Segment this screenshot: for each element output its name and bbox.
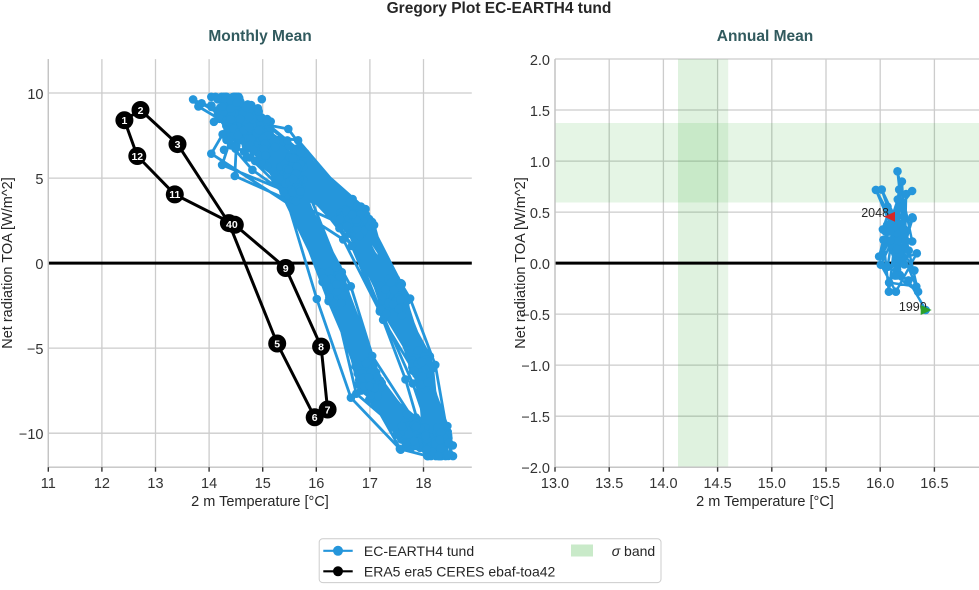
svg-text:Annual Mean: Annual Mean: [717, 28, 813, 45]
svg-text:2 m Temperature [°C]: 2 m Temperature [°C]: [696, 494, 834, 510]
svg-text:18: 18: [415, 476, 431, 492]
svg-text:Net radiation TOA [W/m^2]: Net radiation TOA [W/m^2]: [513, 177, 529, 348]
svg-text:16: 16: [308, 476, 324, 492]
svg-text:13.0: 13.0: [541, 476, 569, 492]
svg-text:9: 9: [283, 263, 289, 275]
svg-text:6: 6: [312, 412, 318, 424]
svg-text:ERA5 era5 CERES ebaf-toa42: ERA5 era5 CERES ebaf-toa42: [364, 564, 556, 580]
svg-text:2 m Temperature [°C]: 2 m Temperature [°C]: [191, 494, 329, 510]
svg-text:Gregory Plot EC-EARTH4 tund: Gregory Plot EC-EARTH4 tund: [387, 0, 612, 17]
svg-text:13: 13: [147, 476, 163, 492]
svg-text:2048: 2048: [861, 206, 889, 220]
svg-text:14: 14: [201, 476, 217, 492]
svg-text:7: 7: [325, 404, 331, 416]
svg-text:−5: −5: [27, 342, 44, 358]
svg-text:−10: −10: [19, 427, 44, 443]
svg-text:15: 15: [255, 476, 271, 492]
svg-text:16.0: 16.0: [866, 476, 894, 492]
svg-text:5: 5: [274, 338, 280, 350]
svg-text:0.5: 0.5: [530, 206, 550, 222]
svg-text:−0.5: −0.5: [521, 308, 550, 324]
svg-text:3: 3: [175, 139, 181, 151]
svg-text:12: 12: [131, 151, 143, 163]
svg-text:−1.0: −1.0: [521, 359, 550, 375]
svg-text:14.5: 14.5: [703, 476, 731, 492]
svg-text:14.0: 14.0: [649, 476, 677, 492]
svg-text:10: 10: [27, 87, 43, 103]
svg-text:15.5: 15.5: [812, 476, 840, 492]
svg-text:−2.0: −2.0: [521, 461, 550, 477]
svg-text:Monthly Mean: Monthly Mean: [208, 28, 311, 45]
svg-text:16.5: 16.5: [920, 476, 948, 492]
svg-text:1.0: 1.0: [530, 155, 550, 171]
svg-text:12: 12: [94, 476, 110, 492]
svg-text:σ band: σ band: [612, 543, 656, 559]
svg-text:2.0: 2.0: [530, 53, 550, 69]
svg-text:15.0: 15.0: [758, 476, 786, 492]
svg-text:11: 11: [169, 189, 180, 201]
svg-text:11: 11: [41, 476, 56, 492]
svg-text:0.0: 0.0: [530, 257, 550, 273]
svg-text:2: 2: [138, 105, 144, 117]
svg-text:1: 1: [121, 115, 127, 127]
svg-text:−1.5: −1.5: [521, 410, 550, 426]
svg-text:13.5: 13.5: [595, 476, 623, 492]
svg-text:5: 5: [35, 172, 43, 188]
svg-text:8: 8: [318, 341, 324, 353]
svg-text:Net radiation TOA [W/m^2]: Net radiation TOA [W/m^2]: [0, 177, 16, 348]
svg-text:1.5: 1.5: [530, 104, 550, 120]
svg-text:0: 0: [35, 257, 43, 273]
svg-text:17: 17: [362, 476, 378, 492]
svg-text:EC-EARTH4 tund: EC-EARTH4 tund: [364, 543, 474, 559]
svg-text:40: 40: [226, 219, 238, 231]
svg-text:1990: 1990: [899, 300, 927, 314]
